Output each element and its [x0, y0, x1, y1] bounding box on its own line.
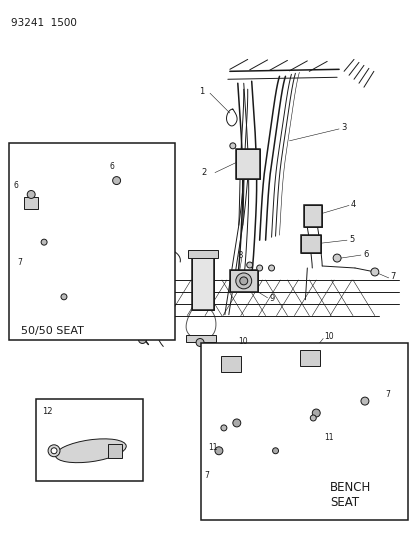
Text: 6: 6	[362, 249, 368, 259]
Bar	[221, 357, 240, 372]
Circle shape	[272, 448, 278, 454]
Circle shape	[268, 265, 274, 271]
Bar	[300, 350, 320, 366]
Bar	[229, 270, 257, 292]
Circle shape	[332, 254, 340, 262]
Text: 11: 11	[208, 443, 217, 453]
Circle shape	[27, 190, 35, 198]
Bar	[192, 255, 214, 310]
Ellipse shape	[55, 439, 126, 463]
Bar	[201, 343, 407, 520]
Circle shape	[196, 338, 204, 346]
Text: 7: 7	[17, 257, 22, 266]
Circle shape	[370, 268, 378, 276]
Bar	[235, 149, 259, 179]
Circle shape	[61, 294, 67, 300]
Text: 6: 6	[13, 181, 18, 190]
Bar	[301, 235, 320, 253]
Circle shape	[360, 397, 368, 405]
Text: 11: 11	[323, 433, 333, 442]
Text: 10: 10	[323, 332, 333, 341]
Bar	[192, 255, 214, 310]
Bar	[304, 205, 321, 227]
Circle shape	[214, 447, 222, 455]
Circle shape	[41, 239, 47, 245]
Circle shape	[235, 273, 251, 289]
Text: 5: 5	[348, 235, 354, 244]
Text: 7: 7	[385, 390, 390, 399]
Text: 3: 3	[340, 124, 346, 132]
Bar	[36, 399, 143, 481]
Bar	[9, 143, 175, 340]
Text: BENCH
SEAT: BENCH SEAT	[330, 481, 370, 508]
Text: 2: 2	[201, 168, 206, 177]
Bar	[107, 444, 121, 458]
Text: 8: 8	[237, 251, 242, 260]
Bar	[235, 149, 259, 179]
Text: 50/50 SEAT: 50/50 SEAT	[21, 326, 84, 336]
Circle shape	[229, 143, 235, 149]
Bar	[188, 250, 217, 258]
Circle shape	[310, 415, 316, 421]
Circle shape	[246, 262, 252, 268]
Text: 7: 7	[204, 471, 209, 480]
Circle shape	[239, 277, 247, 285]
Text: 6: 6	[109, 162, 114, 171]
Bar	[186, 335, 216, 343]
Bar	[301, 235, 320, 253]
Circle shape	[112, 176, 120, 184]
Bar	[24, 197, 38, 209]
Circle shape	[51, 448, 57, 454]
Circle shape	[48, 445, 60, 457]
Text: 12: 12	[42, 407, 52, 416]
Circle shape	[221, 425, 226, 431]
Text: 4: 4	[350, 200, 356, 209]
Text: 93241  1500: 93241 1500	[11, 18, 77, 28]
Circle shape	[311, 409, 320, 417]
Circle shape	[232, 419, 240, 427]
Circle shape	[256, 265, 262, 271]
Circle shape	[138, 336, 146, 343]
Text: 9: 9	[269, 294, 274, 303]
Bar	[304, 205, 321, 227]
Text: 1: 1	[198, 87, 204, 96]
Bar	[229, 270, 257, 292]
Text: 10: 10	[237, 337, 247, 346]
Text: 7: 7	[390, 272, 395, 281]
